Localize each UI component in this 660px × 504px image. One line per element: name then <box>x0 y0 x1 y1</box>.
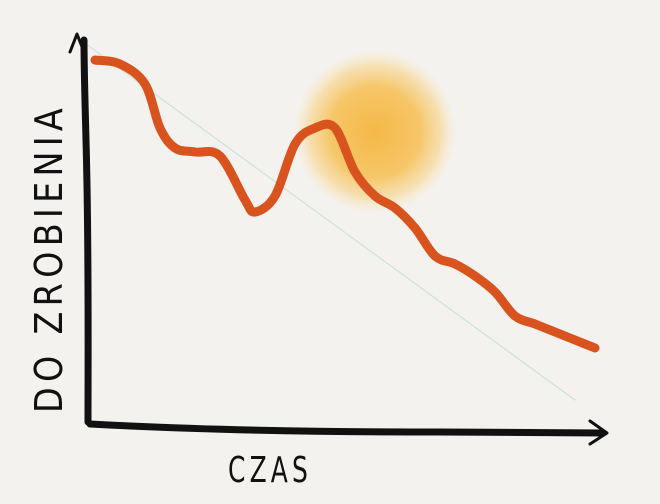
actual-progress-line <box>90 55 600 353</box>
sun-glow-highlight <box>293 50 457 214</box>
y-axis <box>80 36 92 426</box>
x-axis <box>86 420 606 437</box>
y-axis-label: DO ZROBIENIA <box>27 103 71 413</box>
y-axis-arrowhead <box>68 32 86 54</box>
ideal-reference-line <box>74 35 576 401</box>
x-axis-arrowhead <box>588 419 609 446</box>
x-axis-label: CZAS <box>228 450 312 491</box>
